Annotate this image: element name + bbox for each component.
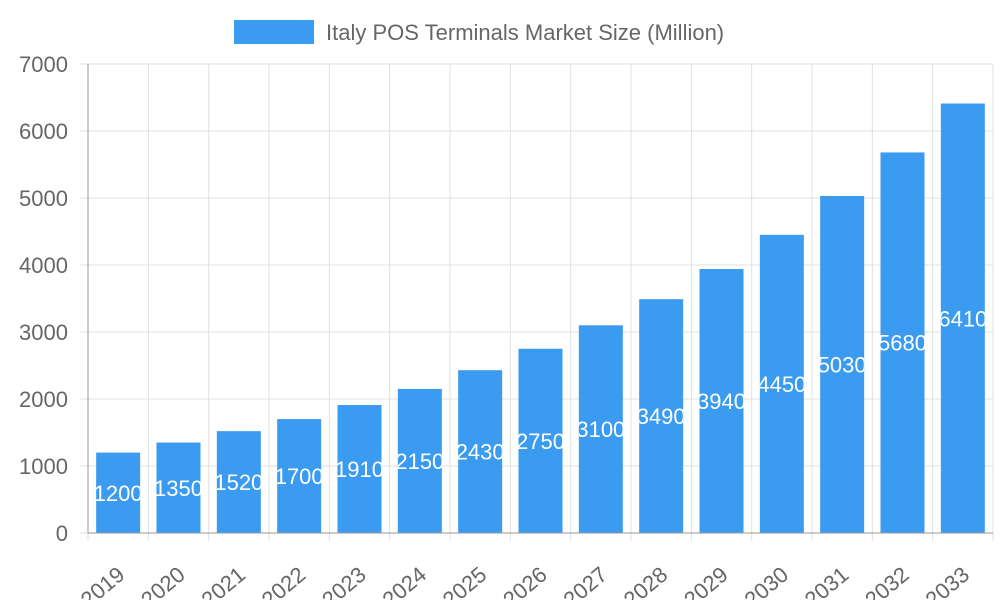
- bar[interactable]: [216, 431, 261, 533]
- x-tick-label: 2021: [196, 562, 250, 600]
- grid: [80, 63, 994, 541]
- data-label: 3490: [637, 404, 686, 429]
- x-tick-label: 2032: [860, 562, 914, 600]
- data-label: 5030: [818, 352, 867, 377]
- legend-label: Italy POS Terminals Market Size (Million…: [326, 20, 724, 45]
- bar[interactable]: [277, 419, 322, 533]
- bar[interactable]: [337, 405, 382, 533]
- bar[interactable]: [880, 152, 925, 533]
- x-tick-label: 2027: [558, 562, 612, 600]
- x-tick-label: 2029: [679, 562, 733, 600]
- y-tick-label: 5000: [19, 186, 68, 211]
- bar[interactable]: [759, 234, 804, 533]
- y-tick-label: 7000: [19, 52, 68, 77]
- bar[interactable]: [940, 103, 985, 533]
- data-label: 3100: [576, 417, 625, 442]
- data-label: 1350: [154, 476, 203, 501]
- x-tick-label: 2028: [619, 562, 673, 600]
- x-tick-label: 2025: [438, 562, 492, 600]
- bar[interactable]: [96, 452, 141, 533]
- x-tick-label: 2019: [76, 562, 130, 600]
- y-tick-label: 2000: [19, 387, 68, 412]
- data-label: 5680: [878, 331, 927, 356]
- bar[interactable]: [578, 325, 623, 533]
- data-label: 2750: [516, 429, 565, 454]
- data-label: 2150: [395, 449, 444, 474]
- y-tick-label: 4000: [19, 253, 68, 278]
- bar[interactable]: [699, 269, 744, 533]
- y-tick-label: 3000: [19, 320, 68, 345]
- y-tick-label: 0: [56, 521, 68, 546]
- x-tick-label: 2024: [377, 562, 431, 600]
- bars: 1200 1350 1520 1700 1910 2150 2430 2750 3100 3490…: [94, 103, 987, 534]
- data-label: 1520: [214, 470, 263, 495]
- data-label: 1200: [94, 481, 143, 506]
- legend-swatch: [234, 20, 314, 44]
- x-tick-label: 2020: [136, 562, 190, 600]
- legend[interactable]: Italy POS Terminals Market Size (Million…: [234, 20, 724, 45]
- bar[interactable]: [397, 388, 442, 533]
- x-tick-label: 2022: [257, 562, 311, 600]
- y-tick-label: 6000: [19, 119, 68, 144]
- bar[interactable]: [458, 370, 503, 533]
- bar[interactable]: [820, 195, 865, 534]
- bar[interactable]: [639, 299, 684, 533]
- data-label: 3940: [697, 389, 746, 414]
- x-tick-label: 2030: [739, 562, 793, 600]
- x-tick-label: 2026: [498, 562, 552, 600]
- y-tick-label: 1000: [19, 454, 68, 479]
- x-tick-label: 2031: [800, 562, 854, 600]
- bar[interactable]: [156, 442, 201, 533]
- data-label: 6410: [938, 306, 987, 331]
- data-label: 2430: [456, 440, 505, 465]
- data-label: 1700: [275, 464, 324, 489]
- data-label: 1910: [335, 457, 384, 482]
- data-label: 4450: [757, 372, 806, 397]
- bar[interactable]: [518, 348, 563, 533]
- x-tick-label: 2033: [920, 562, 974, 600]
- x-tick-label: 2023: [317, 562, 371, 600]
